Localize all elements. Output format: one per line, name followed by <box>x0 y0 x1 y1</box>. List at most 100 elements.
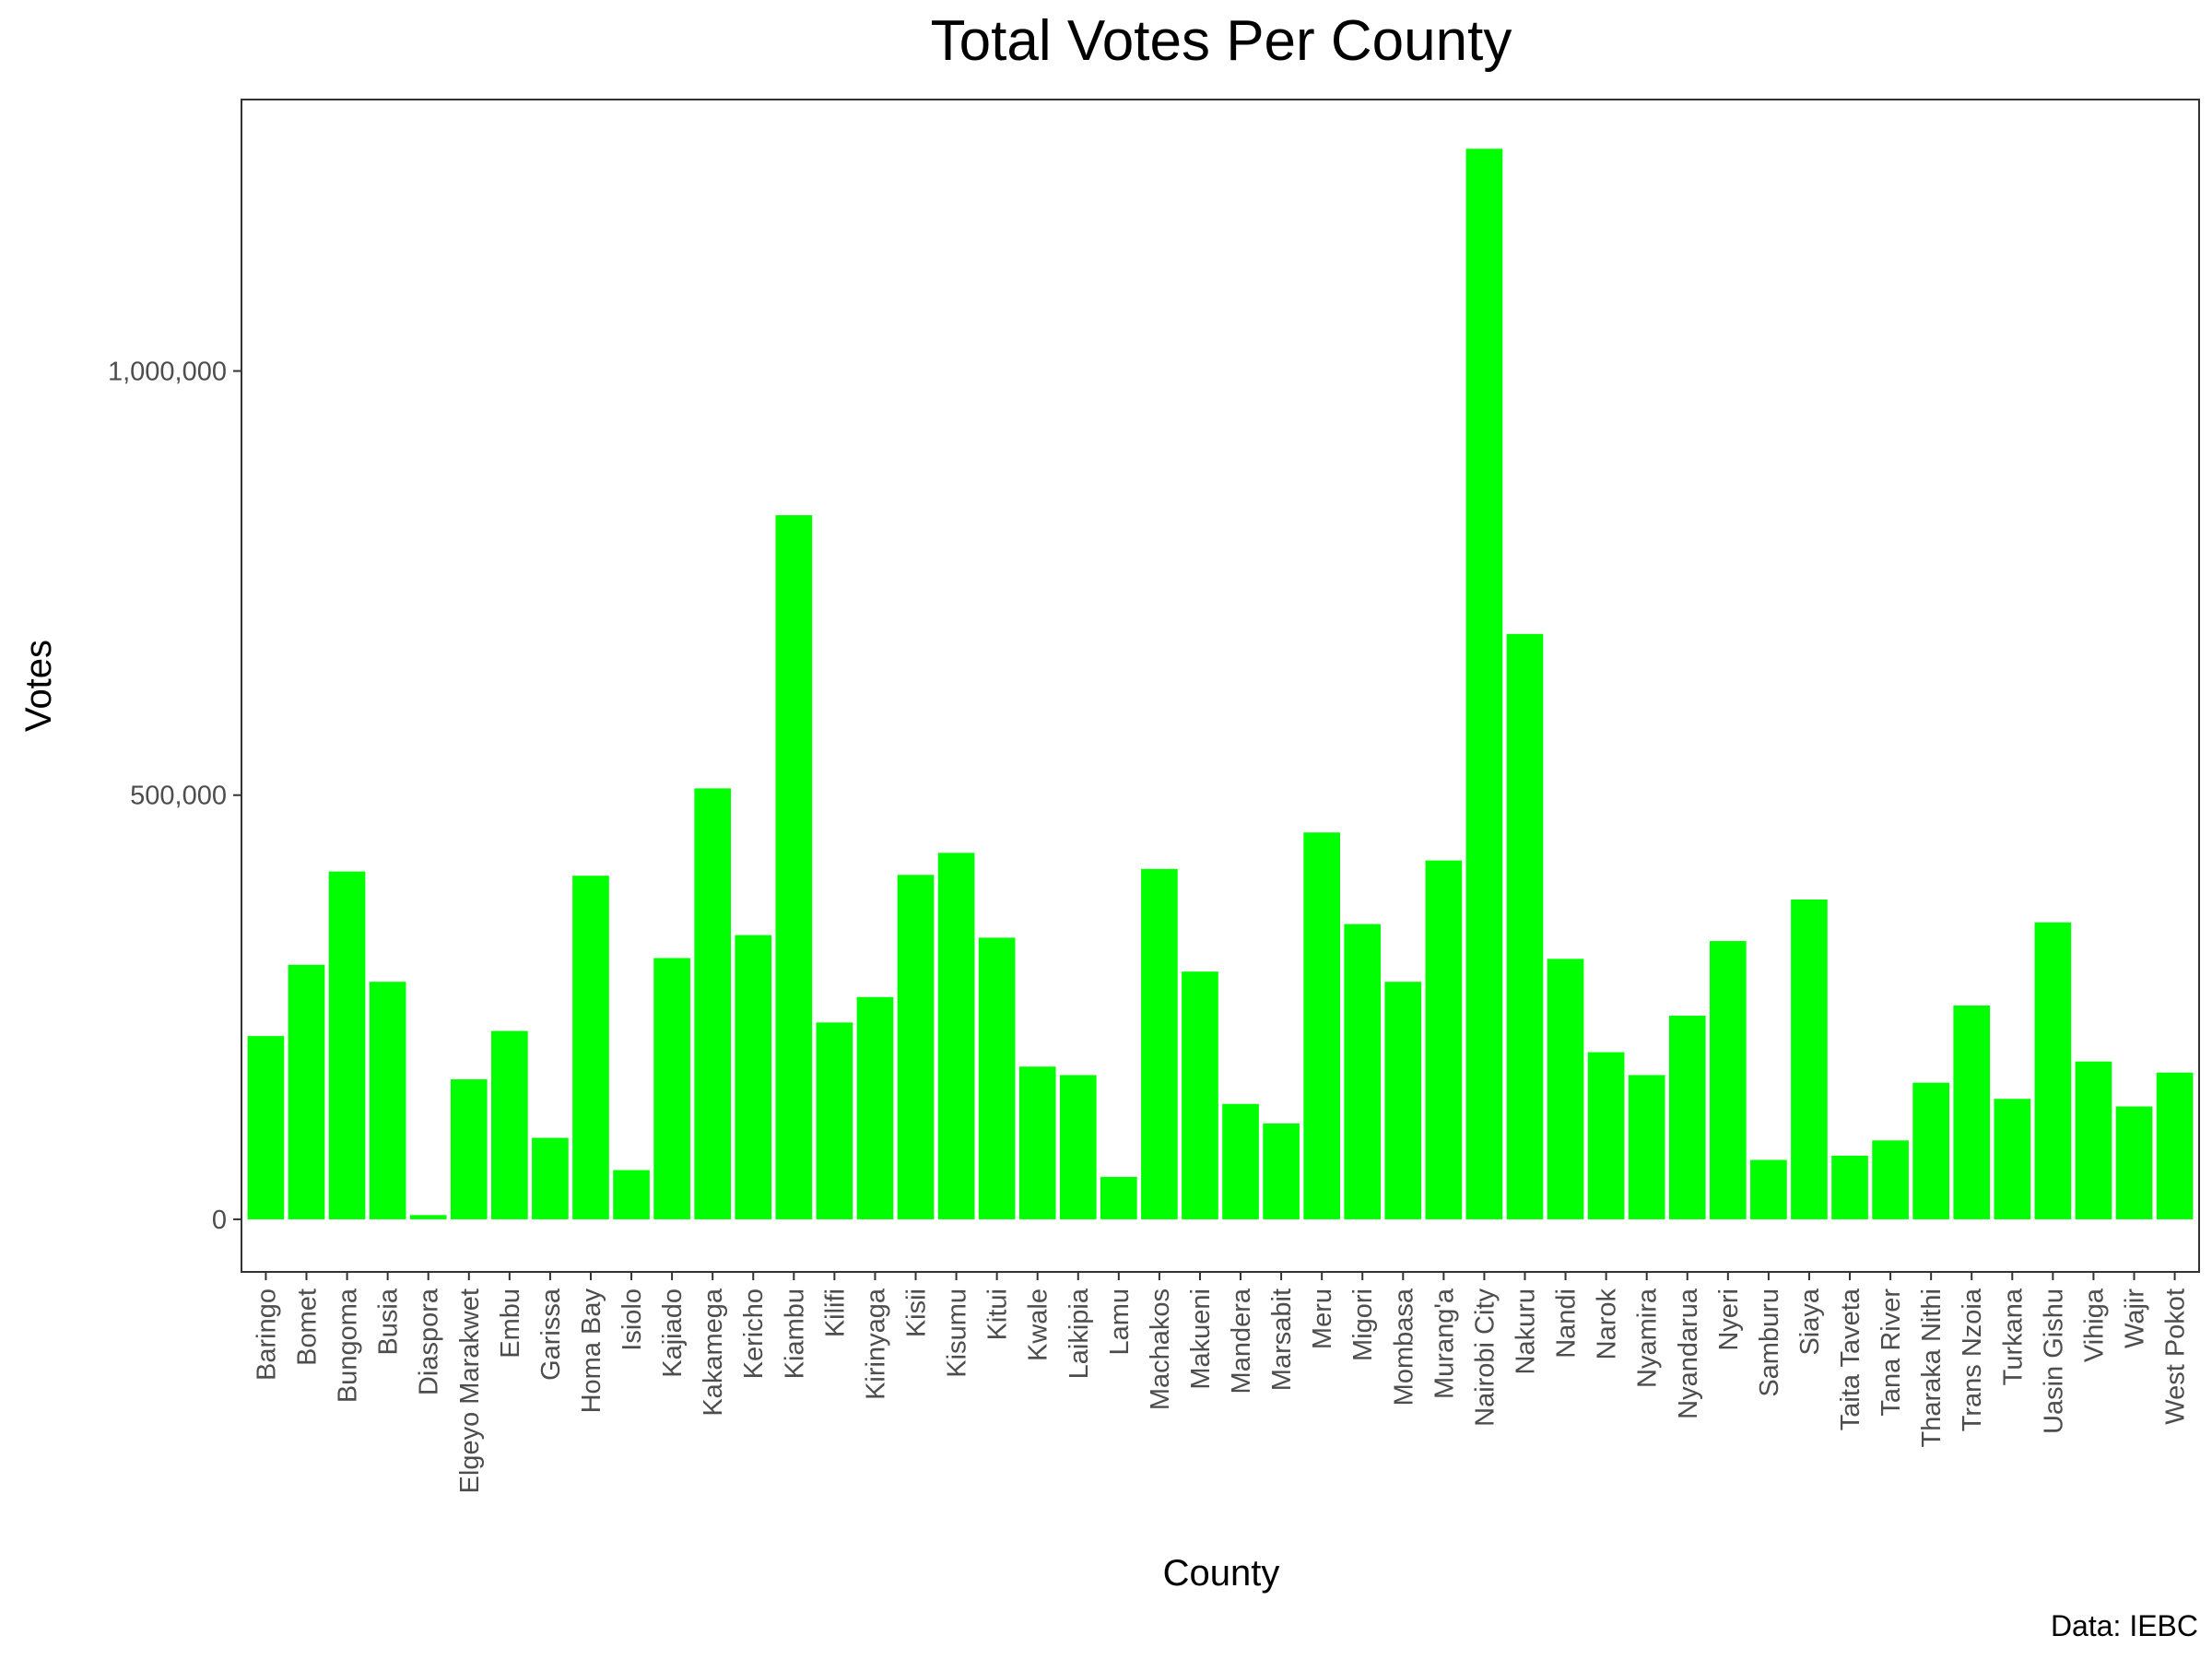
x-tick-label: Kisii <box>902 1288 932 1337</box>
bar-kisumu <box>937 853 975 1219</box>
x-tick-label: Baringo <box>252 1288 281 1381</box>
bar-nyeri <box>1710 941 1747 1219</box>
bar-nakuru <box>1506 633 1544 1219</box>
x-tick-label: Elgeyo Marakwet <box>455 1288 485 1493</box>
bar-nyandarua <box>1668 1016 1706 1219</box>
x-tick-label: Kisumu <box>943 1288 972 1378</box>
bar-busia <box>369 982 406 1219</box>
bar-diaspora <box>409 1215 447 1219</box>
x-tick-label: Kirinyaga <box>861 1288 890 1400</box>
bar-kiambu <box>775 515 813 1219</box>
bar-makueni <box>1182 971 1218 1219</box>
bar-bomet <box>288 964 325 1219</box>
x-axis-title: County <box>1163 1553 1280 1594</box>
bar-meru <box>1303 832 1340 1219</box>
x-tick-label: Nairobi City <box>1470 1288 1500 1427</box>
x-tick-label: Diaspora <box>415 1288 444 1395</box>
bar-kwale <box>1018 1066 1056 1219</box>
bar-migori <box>1344 924 1382 1219</box>
bar-nairobi-city <box>1465 148 1503 1219</box>
x-tick-label: Makueni <box>1186 1288 1216 1390</box>
bar-elgeyo-marakwet <box>450 1079 488 1219</box>
bar-nyamira <box>1628 1075 1665 1219</box>
bar-lamu <box>1100 1176 1137 1219</box>
chart-caption: Data: IEBC <box>2051 1609 2198 1642</box>
x-tick-label: Vihiga <box>2079 1288 2109 1362</box>
bar-mombasa <box>1384 982 1422 1219</box>
x-tick-label: Homa Bay <box>577 1288 606 1414</box>
bar-garissa <box>532 1137 569 1219</box>
bar-tharaka-nithi <box>1912 1082 1949 1219</box>
bar-marsabit <box>1263 1123 1300 1219</box>
x-tick-label: Migori <box>1348 1288 1378 1361</box>
bar-laikipia <box>1059 1075 1097 1219</box>
bar-turkana <box>1994 1099 2031 1219</box>
bar-kirinyaga <box>856 996 894 1219</box>
bar-vihiga <box>2075 1061 2112 1219</box>
bar-trans-nzoia <box>1953 1005 1991 1219</box>
chart-title: Total Votes Per County <box>931 9 1512 73</box>
x-tick-label: Turkana <box>1998 1288 2028 1385</box>
y-tick-label: 0 <box>212 1206 227 1235</box>
x-tick-label: Marsabit <box>1267 1288 1297 1391</box>
x-tick-label: Lamu <box>1105 1288 1135 1356</box>
bar-mandera <box>1222 1103 1259 1219</box>
x-tick-label: Samburu <box>1755 1288 1784 1397</box>
x-tick-label: Uasin Gishu <box>2039 1288 2068 1434</box>
bar-homa-bay <box>572 876 609 1219</box>
x-tick-label: Narok <box>1593 1288 1622 1360</box>
y-axis: 0 500,000 1,000,000 <box>108 358 241 1235</box>
bar-baringo <box>247 1036 285 1219</box>
bars-layer <box>247 148 2194 1219</box>
bar-wajir <box>2115 1106 2153 1219</box>
x-tick-label: Wajir <box>2120 1288 2149 1348</box>
x-tick-label: Murang'a <box>1430 1288 1459 1399</box>
y-tick-label: 1,000,000 <box>108 358 227 387</box>
bar-uasin-gishu <box>2034 922 2072 1219</box>
x-tick-label: Bungoma <box>334 1288 363 1403</box>
bar-kilifi <box>816 1022 853 1219</box>
x-tick-label: Embu <box>496 1288 525 1359</box>
x-tick-label: Bomet <box>293 1288 323 1366</box>
bar-narok <box>1587 1052 1625 1219</box>
x-tick-label: Kakamega <box>699 1288 728 1417</box>
x-tick-label: Nyamira <box>1633 1288 1663 1388</box>
x-tick-label: Tharaka Nithi <box>1917 1288 1947 1447</box>
x-tick-label: Trans Nzoia <box>1958 1288 1987 1431</box>
x-tick-label: Kiambu <box>780 1288 809 1379</box>
x-tick-label: Kwale <box>1024 1288 1053 1361</box>
x-tick-label: Siaya <box>1795 1288 1825 1355</box>
x-tick-label: Nakuru <box>1512 1288 1541 1375</box>
bar-tana-river <box>1872 1140 1909 1219</box>
x-tick-label: Kajiado <box>658 1288 688 1378</box>
bar-machakos <box>1141 868 1178 1219</box>
x-tick-label: Meru <box>1308 1288 1337 1349</box>
x-tick-label: Nyeri <box>1714 1288 1744 1351</box>
bar-kericho <box>735 935 772 1219</box>
x-tick-label: Garissa <box>536 1288 566 1381</box>
x-tick-label: Laikipia <box>1065 1288 1094 1379</box>
x-tick-label: Busia <box>374 1288 404 1355</box>
x-tick-label: West Pokot <box>2161 1288 2191 1425</box>
bar-kitui <box>978 937 1016 1219</box>
x-tick-label: Machakos <box>1146 1288 1175 1410</box>
bar-kajiado <box>653 958 690 1219</box>
x-tick-label: Nandi <box>1552 1288 1582 1359</box>
bar-siaya <box>1791 899 1828 1219</box>
bar-nandi <box>1547 959 1584 1219</box>
plot-panel-border <box>241 99 2200 1273</box>
x-tick-label: Kilifi <box>820 1288 850 1337</box>
bar-samburu <box>1750 1159 1787 1219</box>
x-tick-label: Nyandarua <box>1674 1288 1703 1419</box>
bar-kisii <box>897 875 935 1219</box>
bar-west-pokot <box>2156 1072 2194 1219</box>
x-tick-label: Taita Taveta <box>1836 1288 1865 1430</box>
x-tick-label: Kitui <box>983 1288 1013 1340</box>
x-tick-label: Tana River <box>1877 1288 1906 1417</box>
x-tick-label: Kericho <box>739 1288 769 1379</box>
bar-bungoma <box>328 871 366 1219</box>
x-tick-label: Mombasa <box>1389 1288 1418 1406</box>
x-tick-label: Mandera <box>1227 1288 1256 1394</box>
